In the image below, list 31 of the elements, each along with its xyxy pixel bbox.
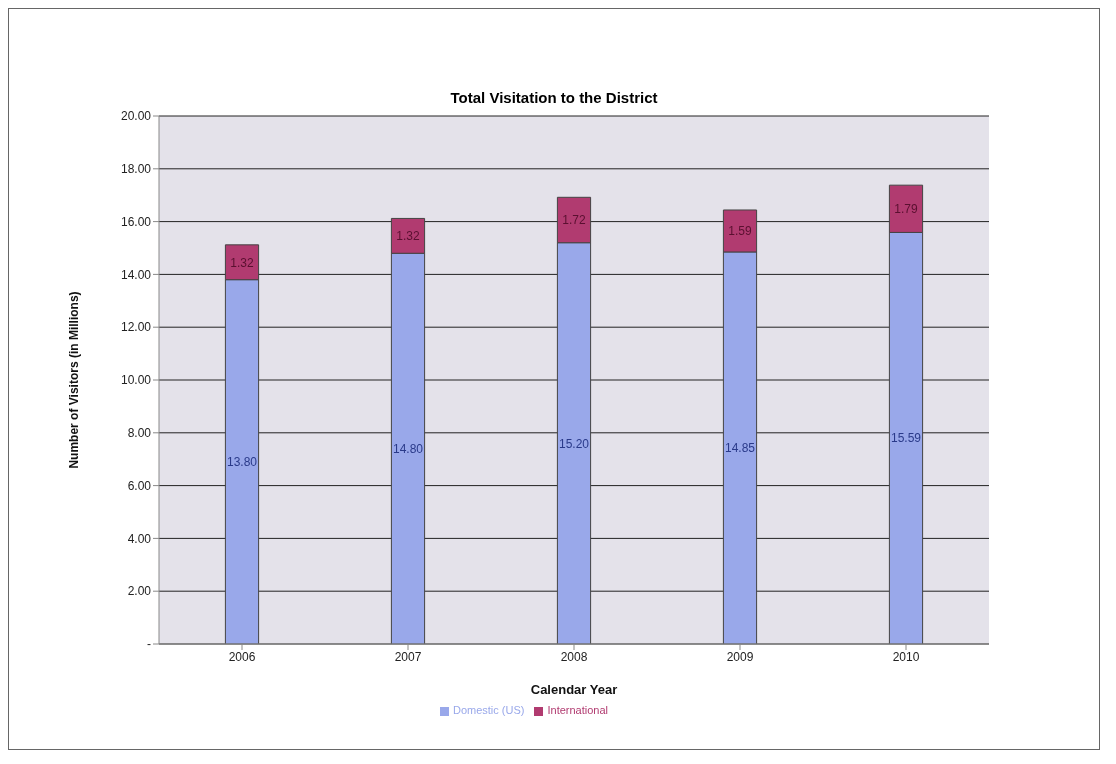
data-label: 1.59: [728, 224, 752, 239]
data-label: 14.85: [724, 441, 756, 456]
data-label: 15.59: [890, 431, 922, 446]
y-tick-label: 10.00: [120, 373, 152, 388]
x-tick-label: 2008: [560, 649, 588, 664]
y-tick-label: 2.00: [127, 584, 152, 599]
y-tick-label: 16.00: [120, 214, 152, 229]
chart-title: Total Visitation to the District: [449, 88, 659, 106]
data-label: 15.20: [558, 436, 590, 451]
data-label: 1.32: [396, 229, 420, 244]
x-tick-label: 2006: [228, 649, 256, 664]
y-tick-label: 6.00: [127, 478, 152, 493]
y-tick-label: 8.00: [127, 426, 152, 441]
y-tick-label: 18.00: [120, 162, 152, 177]
data-label: 14.80: [392, 441, 424, 456]
legend-label: Domestic (US): [452, 704, 525, 716]
legend-label: International: [547, 704, 609, 716]
x-tick-label: 2009: [726, 649, 754, 664]
x-axis-title: Calendar Year: [530, 682, 618, 697]
y-tick-label: 4.00: [127, 531, 152, 546]
y-tick-label: 20.00: [120, 109, 152, 124]
data-label: 1.32: [230, 255, 254, 270]
y-axis-title: Number of Visitors (in Millions): [67, 291, 82, 469]
x-tick-label: 2007: [394, 649, 422, 664]
y-tick-label: 14.00: [120, 267, 152, 282]
data-label: 1.72: [562, 213, 586, 228]
y-tick-label: 12.00: [120, 320, 152, 335]
data-label: 13.80: [226, 455, 258, 470]
y-tick-label: -: [147, 637, 151, 652]
data-label: 1.79: [894, 202, 918, 217]
x-tick-label: 2010: [892, 649, 920, 664]
